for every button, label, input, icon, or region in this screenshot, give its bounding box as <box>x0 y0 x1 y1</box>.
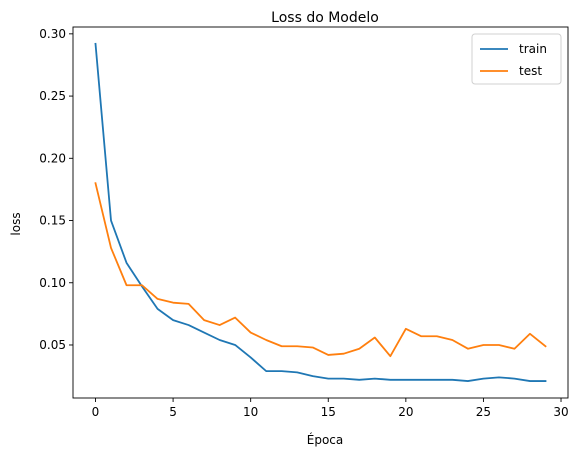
y-tick-label: 0.30 <box>39 27 66 41</box>
x-tick-label: 25 <box>476 405 491 419</box>
y-axis: 0.05 0.10 0.15 0.20 0.25 0.30 <box>39 27 73 352</box>
x-axis-label: Época <box>307 432 344 447</box>
chart-title: Loss do Modelo <box>271 10 379 26</box>
x-tick-label: 20 <box>398 405 413 419</box>
x-tick-label: 5 <box>169 405 177 419</box>
y-axis-label: loss <box>9 212 23 235</box>
x-axis: 0 5 10 15 20 25 30 <box>92 398 569 419</box>
y-tick-label: 0.20 <box>39 151 66 165</box>
legend-box <box>471 33 562 85</box>
y-tick-label: 0.15 <box>39 214 66 228</box>
y-tick-label: 0.10 <box>39 276 66 290</box>
series-line-test <box>94 182 547 358</box>
legend-label-test: test <box>519 64 542 78</box>
legend-label-train: train <box>519 42 547 56</box>
series-line-train <box>94 42 547 382</box>
x-tick-label: 30 <box>553 405 568 419</box>
x-tick-label: 15 <box>321 405 336 419</box>
y-tick-label: 0.05 <box>39 338 66 352</box>
y-tick-label: 0.25 <box>39 89 66 103</box>
x-tick-label: 0 <box>92 405 100 419</box>
plot-area <box>72 26 569 399</box>
x-tick-label: 10 <box>243 405 258 419</box>
legend[interactable]: train test <box>471 33 562 85</box>
plot-frame <box>72 26 569 399</box>
